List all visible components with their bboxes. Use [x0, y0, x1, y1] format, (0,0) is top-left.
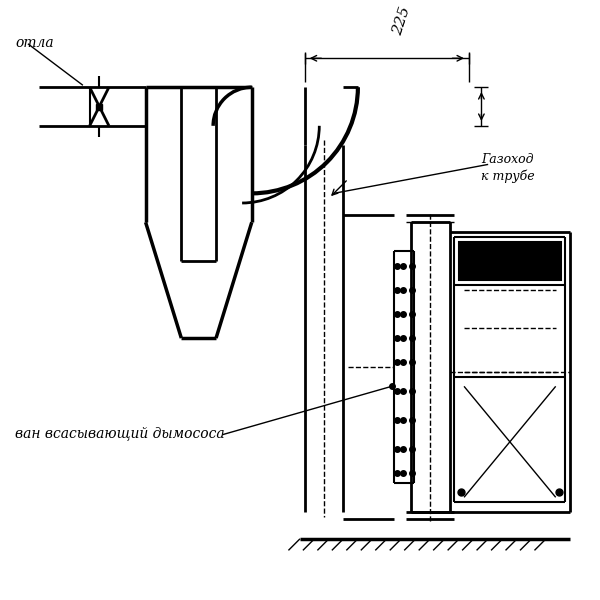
Text: 225: 225 [390, 5, 412, 37]
Bar [459, 242, 560, 280]
Text: отла: отла [16, 36, 54, 50]
Text: ван всасывающий дымососа: ван всасывающий дымососа [16, 425, 225, 440]
Text: Газоход: Газоход [481, 153, 534, 166]
Text: к трубе: к трубе [481, 169, 535, 183]
